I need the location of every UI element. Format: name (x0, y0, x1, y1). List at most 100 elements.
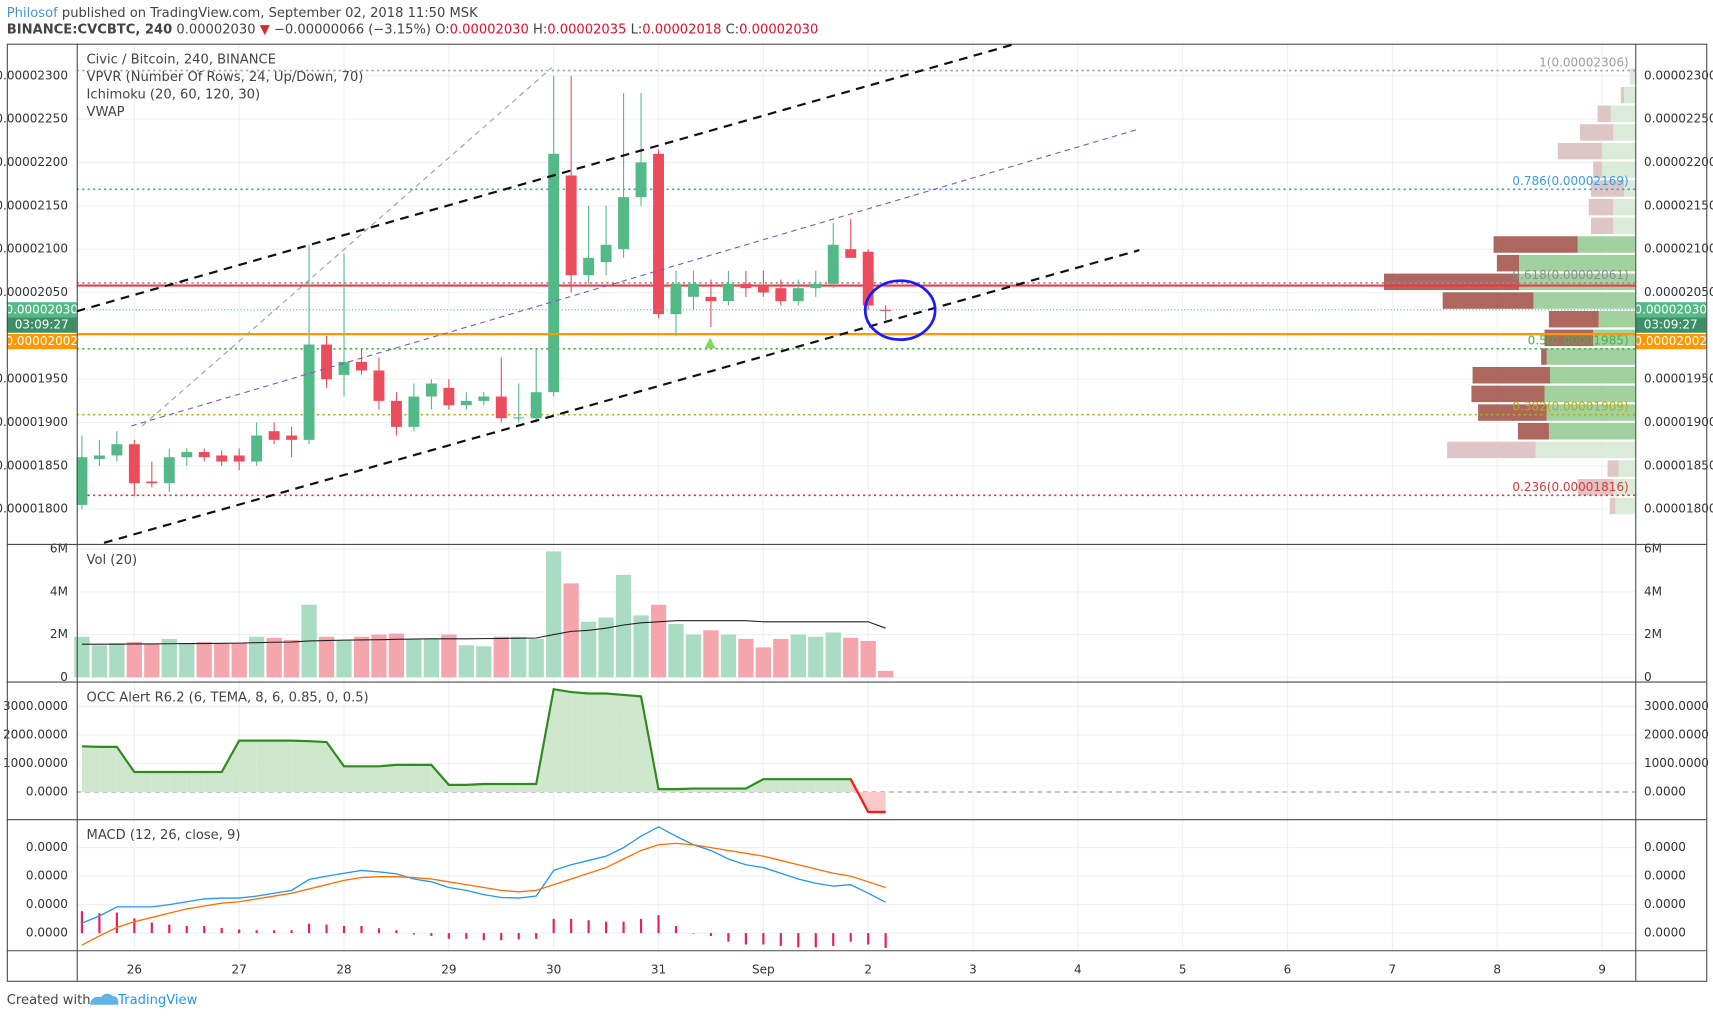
indicator-title: VWAP (87, 105, 125, 120)
x-tick-label: 6 (1284, 962, 1292, 976)
volume-bar (161, 638, 177, 678)
candle-body (268, 431, 280, 440)
y-tick-label: 0.0000 (26, 869, 68, 883)
occ-line (81, 687, 886, 814)
macd-histogram (657, 915, 660, 934)
x-tick-label: 7 (1389, 962, 1397, 976)
candle-body (216, 455, 228, 462)
area-fill (221, 740, 240, 793)
countdown-tag (6, 317, 77, 333)
x-tick-label: 3 (969, 962, 977, 976)
y-tick-label: 0.0000 (1644, 840, 1686, 854)
brand-link[interactable]: TradingView (117, 993, 197, 1008)
volume-bar (685, 634, 702, 678)
y-tick-label: 3000.0000 (3, 699, 68, 713)
y-tick-label: 6M (1644, 542, 1662, 556)
macd-histogram (80, 911, 84, 934)
volume-bar (580, 621, 597, 678)
candle-body (390, 400, 402, 427)
price-tag (1635, 302, 1707, 318)
countdown-tag (1635, 317, 1707, 333)
vpvr-up (1613, 124, 1636, 141)
macd-histogram (377, 928, 381, 934)
area-fill (151, 772, 170, 793)
candle-body (163, 457, 175, 484)
volume-bar (720, 634, 737, 678)
symbol: BINANCE:CVCBTC, 240 (7, 22, 172, 37)
vpvr-down (1590, 180, 1625, 197)
vpvr-down (1472, 366, 1551, 384)
volume-bar (615, 574, 632, 678)
area-fill (606, 693, 624, 793)
area-fill (326, 742, 345, 793)
candle-body (321, 344, 333, 380)
y-tick-label: 4M (1644, 584, 1662, 598)
volume-bar (773, 638, 789, 678)
x-tick-label: 27 (232, 962, 247, 976)
y-tick-label: 3000.0000 (1644, 699, 1709, 713)
macd-histogram (535, 933, 538, 939)
volume-bar (318, 636, 335, 678)
vpvr-up (1618, 460, 1636, 477)
volume-bar (598, 617, 614, 678)
price-tag-label: 0.00002030 (5, 302, 78, 316)
candle-body (583, 257, 595, 276)
candle-body (635, 162, 647, 198)
vpvr-down (1607, 460, 1619, 477)
macd-histogram (762, 933, 765, 945)
macd-histogram (552, 918, 555, 934)
y-tick-label: 0.00002200 (0, 155, 68, 169)
volume-bar (423, 638, 440, 678)
y-tick-label: 6M (50, 542, 68, 556)
candle-body (93, 455, 105, 459)
high-value: 0.00002035 (547, 22, 626, 37)
macd-histogram (517, 933, 520, 940)
vpvr-down (1579, 124, 1614, 141)
y-tick-label: 0.0000 (26, 926, 68, 940)
area-fill (204, 772, 222, 793)
brand-logo (89, 993, 119, 1005)
candle-body (740, 283, 752, 289)
occ-negative-line (849, 778, 870, 813)
volume-ma (81, 620, 886, 645)
x-tick-label: 5 (1179, 962, 1187, 976)
y-tick-label: 0.00002200 (1644, 155, 1713, 169)
area-fill (169, 772, 187, 793)
volume-bar (74, 636, 90, 678)
y-tick-label: 2M (50, 627, 68, 641)
vpvr-down (1447, 441, 1536, 459)
candle-body (705, 296, 717, 302)
volume-bar (109, 643, 125, 678)
volume-bar (283, 639, 300, 678)
fib-label: 1(0.00002306) (1539, 55, 1629, 69)
macd-histogram (203, 925, 206, 934)
area-fill (344, 766, 362, 793)
volume-bar (808, 636, 824, 678)
macd-histogram (639, 918, 643, 934)
candle-body (146, 481, 158, 484)
change: −0.00000066 (−3.15%) (274, 22, 431, 37)
volume-bar (546, 551, 562, 678)
y-tick-label: 0.00002050 (1644, 285, 1713, 299)
macd-histogram (290, 930, 293, 934)
candle-body (880, 309, 892, 311)
author[interactable]: Philosof (7, 6, 58, 21)
price-tag (6, 302, 77, 318)
indicator-title: Ichimoku (20, 60, 120, 30) (87, 88, 261, 103)
volume-bar (196, 642, 212, 678)
candle-body (862, 251, 874, 306)
price-tag (6, 333, 77, 350)
candle-body (513, 417, 525, 419)
macd-histogram (744, 933, 747, 945)
macd-histogram (482, 933, 485, 941)
x-tick-label: 9 (1598, 962, 1606, 976)
area-fill (833, 779, 851, 793)
vpvr-up (1615, 497, 1636, 515)
area-fill (815, 779, 834, 793)
pane-title: Vol (20) (87, 553, 138, 568)
volume-bar (441, 634, 457, 678)
vpvr-down (1541, 348, 1547, 365)
open-label: O: (435, 22, 450, 37)
area-fill (81, 746, 100, 793)
